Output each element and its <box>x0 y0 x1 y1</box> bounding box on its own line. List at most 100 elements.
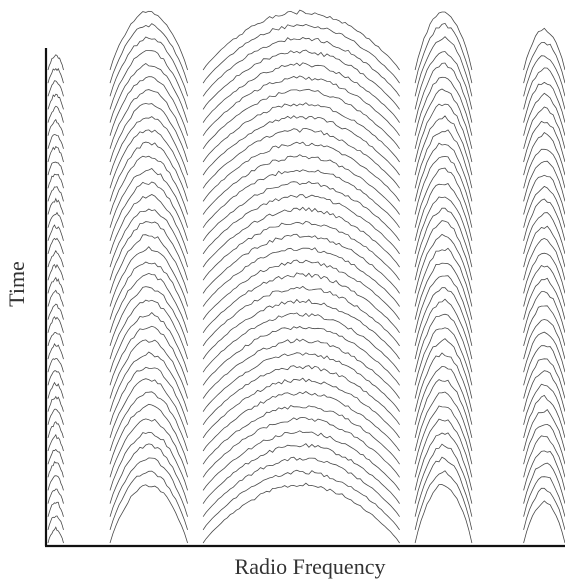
trace-29-band-3 <box>202 102 400 163</box>
trace-12-band-2 <box>109 325 188 386</box>
trace-2-band-3 <box>202 456 400 517</box>
trace-14-band-2 <box>109 299 188 360</box>
trace-20-band-1 <box>47 263 64 281</box>
trace-17-band-4 <box>414 262 473 320</box>
trace-3-band-5 <box>523 462 565 504</box>
trace-27-band-5 <box>523 148 565 189</box>
trace-4-band-4 <box>414 432 473 491</box>
trace-1-band-5 <box>523 487 565 531</box>
trace-8-band-1 <box>47 421 64 439</box>
trace-21-band-1 <box>47 249 64 268</box>
x-axis-label: Radio Frequency <box>235 554 386 579</box>
trace-15-band-2 <box>109 286 188 347</box>
trace-5-band-3 <box>202 416 400 478</box>
trace-36-band-1 <box>47 54 64 71</box>
trace-1-band-1 <box>47 515 64 531</box>
trace-18-band-2 <box>109 246 188 307</box>
trace-21-band-4 <box>414 207 473 268</box>
trace-16-band-5 <box>523 291 565 333</box>
trace-4-band-1 <box>47 475 64 491</box>
trace-11-band-2 <box>109 339 188 399</box>
trace-28-band-5 <box>523 132 565 176</box>
trace-12-band-1 <box>47 370 64 386</box>
trace-35-band-3 <box>202 23 400 84</box>
trace-3-band-2 <box>109 443 188 504</box>
trace-3-band-4 <box>414 443 473 504</box>
trace-20-band-5 <box>523 237 565 281</box>
trace-15-band-4 <box>414 287 473 346</box>
trace-13-band-4 <box>414 313 473 373</box>
trace-33-band-5 <box>523 67 565 110</box>
trace-18-band-4 <box>414 247 473 307</box>
trace-21-band-2 <box>109 208 188 268</box>
trace-0-band-5 <box>523 500 565 544</box>
trace-23-band-2 <box>109 181 188 241</box>
trace-23-band-3 <box>202 181 400 242</box>
trace-24-band-5 <box>523 185 565 228</box>
trace-19-band-3 <box>202 233 400 294</box>
trace-11-band-4 <box>414 338 473 399</box>
trace-16-band-4 <box>414 275 473 333</box>
trace-36-band-3 <box>202 9 400 71</box>
trace-10-band-2 <box>109 351 188 412</box>
trace-31-band-1 <box>47 118 64 136</box>
trace-6-band-5 <box>523 423 565 465</box>
trace-2-band-5 <box>523 476 565 517</box>
trace-22-band-2 <box>109 194 188 255</box>
trace-30-band-5 <box>523 106 565 149</box>
trace-35-band-1 <box>47 67 64 84</box>
trace-24-band-2 <box>109 168 188 228</box>
trace-5-band-2 <box>109 418 188 478</box>
trace-22-band-3 <box>202 194 400 255</box>
trace-16-band-1 <box>47 316 64 333</box>
trace-22-band-4 <box>414 196 473 254</box>
trace-4-band-5 <box>523 450 565 491</box>
trace-29-band-4 <box>414 103 473 163</box>
trace-10-band-5 <box>523 370 565 412</box>
trace-12-band-3 <box>202 326 400 386</box>
trace-6-band-2 <box>109 403 188 465</box>
trace-28-band-4 <box>414 115 473 176</box>
trace-7-band-4 <box>414 391 473 452</box>
trace-8-band-3 <box>202 377 400 439</box>
trace-36-band-4 <box>414 11 473 71</box>
trace-12-band-4 <box>414 327 473 386</box>
trace-7-band-1 <box>47 433 64 452</box>
trace-8-band-5 <box>523 394 565 439</box>
trace-10-band-1 <box>47 395 64 412</box>
trace-34-band-2 <box>109 36 188 97</box>
trace-34-band-3 <box>202 37 400 97</box>
trace-31-band-3 <box>202 75 400 136</box>
trace-31-band-2 <box>109 76 188 136</box>
trace-20-band-3 <box>202 220 400 281</box>
trace-9-band-5 <box>523 383 565 425</box>
trace-4-band-3 <box>202 430 400 491</box>
trace-34-band-4 <box>414 36 473 97</box>
trace-22-band-1 <box>47 237 64 255</box>
trace-15-band-1 <box>47 332 64 347</box>
trace-13-band-1 <box>47 358 64 373</box>
trace-17-band-2 <box>109 261 188 320</box>
trace-28-band-2 <box>109 116 188 176</box>
trace-0-band-2 <box>109 484 188 544</box>
trace-8-band-4 <box>414 379 473 438</box>
trace-26-band-4 <box>414 142 473 202</box>
trace-30-band-1 <box>47 134 64 149</box>
trace-14-band-1 <box>47 343 64 360</box>
trace-3-band-1 <box>47 488 64 504</box>
trace-7-band-3 <box>202 391 400 452</box>
trace-32-band-2 <box>109 63 188 123</box>
trace-23-band-4 <box>414 182 473 241</box>
trace-19-band-4 <box>414 233 473 294</box>
trace-7-band-2 <box>109 391 188 452</box>
trace-15-band-5 <box>523 305 565 347</box>
trace-18-band-3 <box>202 247 400 307</box>
trace-29-band-1 <box>47 145 64 163</box>
y-axis-label: Time <box>4 261 29 307</box>
trace-26-band-3 <box>202 141 400 202</box>
trace-7-band-5 <box>523 409 565 452</box>
trace-23-band-5 <box>523 198 565 241</box>
trace-31-band-4 <box>414 76 473 136</box>
trace-13-band-3 <box>202 312 400 373</box>
trace-11-band-5 <box>523 358 565 399</box>
